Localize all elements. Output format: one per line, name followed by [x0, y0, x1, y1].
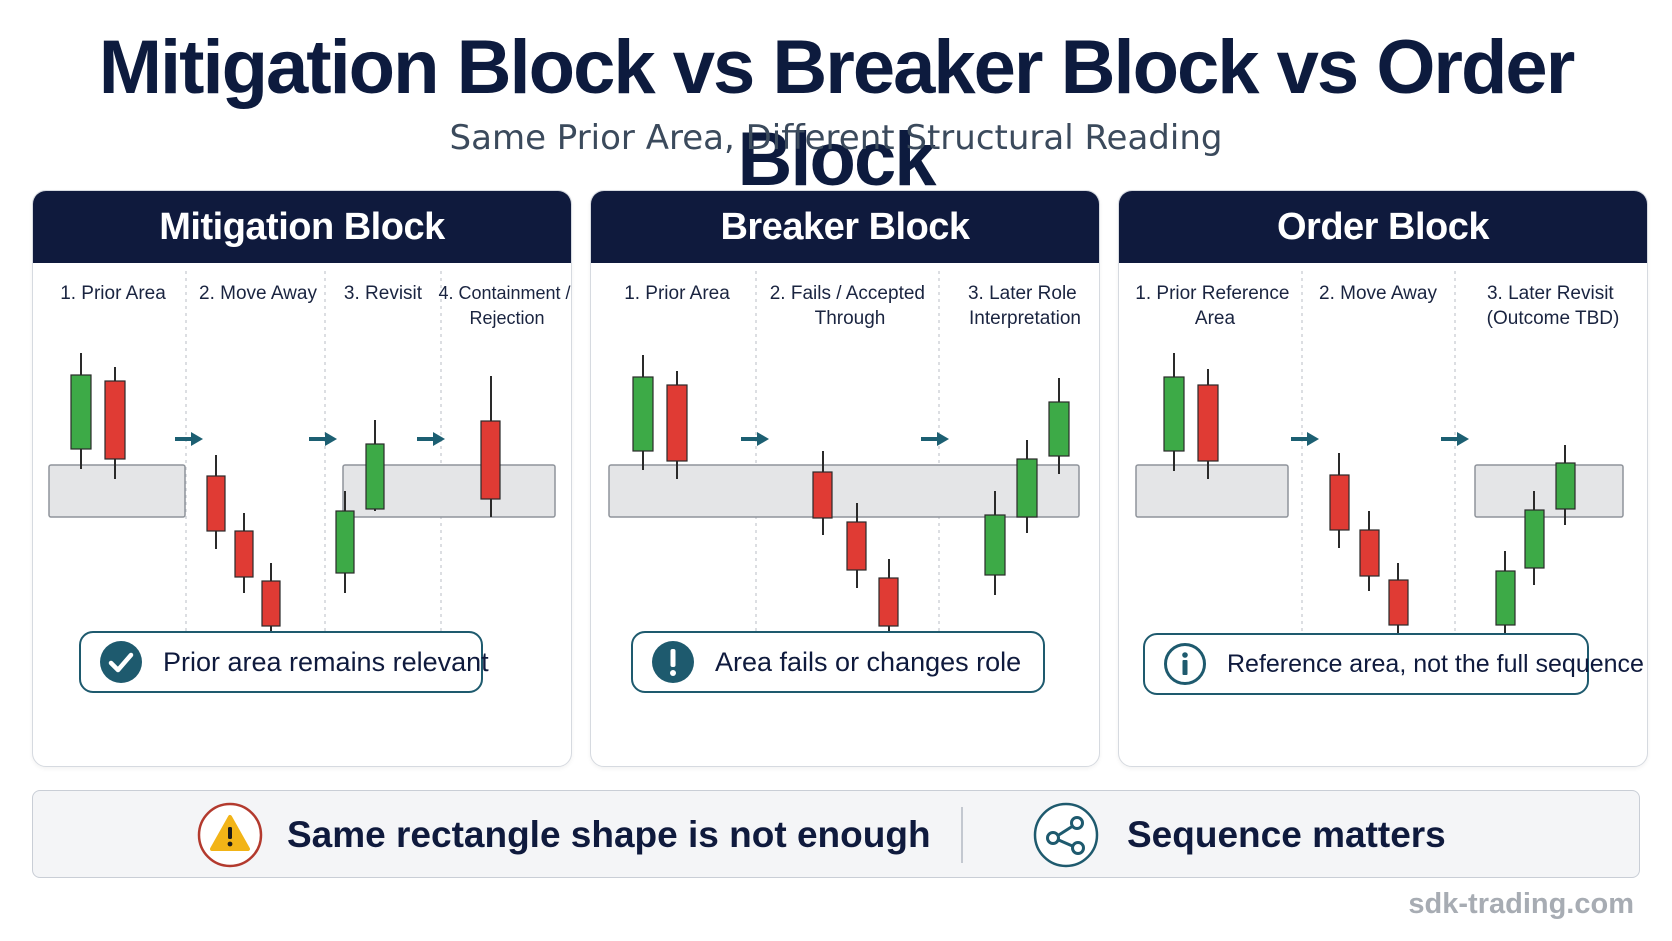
check-icon [100, 641, 142, 683]
candle-bullish [632, 355, 654, 470]
step-label: 3. Later Role Interpretation [968, 283, 1082, 329]
candle-bullish [1163, 353, 1185, 471]
flow-arrow [417, 432, 445, 446]
step-label-line: 2. Fails / Accepted [770, 283, 925, 304]
info-icon [1164, 643, 1206, 685]
step-label: 1. Prior Area [624, 283, 730, 304]
takeaway-text: Sequence matters [1127, 814, 1446, 855]
step-label-line: Through [815, 308, 886, 329]
candle-bullish [1524, 491, 1545, 585]
flow-arrow [309, 432, 337, 446]
candle-bearish [206, 455, 226, 549]
breaker-block-diagram: 1. Prior Area 2. Fails / Accepted Throug… [608, 271, 1082, 645]
step-label: 1. Prior Area [60, 283, 166, 304]
candle-bearish [812, 451, 833, 535]
step-label-line: Rejection [469, 308, 544, 328]
divider [961, 807, 963, 863]
share-nodes-icon [1033, 802, 1099, 868]
candle-bullish [1048, 378, 1070, 474]
candle-bearish [1359, 511, 1380, 591]
flow-arrow [921, 432, 949, 446]
takeaway-sequence: Sequence matters [1033, 791, 1446, 879]
candle-bearish [234, 513, 254, 593]
breaker-block-panel: Breaker Block 1. Prior Area 2. Fails / A… [590, 190, 1100, 767]
step-label-line: 3. Later Role [968, 283, 1077, 304]
step-label: 4. Containment / Rejection [438, 283, 571, 328]
flow-arrow [1441, 432, 1469, 446]
step-label: 2. Move Away [1319, 283, 1437, 304]
step-label: 2. Move Away [199, 283, 317, 304]
warning-icon [197, 802, 263, 868]
candle-bearish [666, 371, 688, 479]
mitigation-block-panel: Mitigation Block 1. Prior Area 2. Move A… [32, 190, 572, 767]
step-label-line: 3. Later Revisit [1487, 283, 1614, 304]
exclamation-icon [652, 641, 694, 683]
step-label-line: 1. Prior Reference [1135, 283, 1289, 304]
mitigation-callout: Prior area remains relevant [79, 631, 489, 693]
callout-text: Prior area remains relevant [163, 646, 489, 677]
order-block-callout: Reference area, not the full sequence [1143, 633, 1644, 695]
revisit-area-zone [1474, 464, 1624, 518]
step-label-line: 4. Containment / [438, 283, 570, 303]
callout-text: Reference area, not the full sequence [1227, 649, 1644, 678]
flow-arrow [741, 432, 769, 446]
candle-bearish [1197, 369, 1219, 479]
order-block-panel: Order Block 1. Prior Reference Area 2. M… [1118, 190, 1648, 767]
step-label-line: Area [1195, 308, 1236, 329]
revisit-area-zone [342, 464, 556, 518]
prior-area-zone [608, 464, 1080, 518]
prior-area-zone [1135, 464, 1289, 518]
flow-arrow [175, 432, 203, 446]
order-block-diagram: 1. Prior Reference Area 2. Move Away 3. … [1135, 271, 1624, 643]
page-title: Mitigation Block vs Breaker Block vs Ord… [98, 25, 1576, 202]
candle-bullish [1555, 445, 1576, 525]
candle-bearish [1388, 563, 1409, 642]
watermark: sdk-trading.com [1408, 888, 1634, 920]
candle-bearish [104, 367, 126, 479]
candle-bearish [1329, 453, 1350, 548]
mitigation-block-diagram: 1. Prior Area 2. Move Away 3. Revisit 4.… [48, 271, 571, 643]
key-takeaways-bar: Same rectangle shape is not enough Seque… [32, 790, 1640, 878]
step-label-line: (Outcome TBD) [1487, 308, 1620, 329]
takeaway-shape: Same rectangle shape is not enough [197, 791, 931, 879]
candle-bullish [1016, 440, 1038, 533]
page-subtitle: Same Prior Area, Different Structural Re… [449, 118, 1223, 158]
step-label: 2. Fails / Accepted Through [770, 283, 931, 329]
panel-title: Order Block [1119, 191, 1647, 263]
panel-title: Breaker Block [591, 191, 1099, 263]
callout-text: Area fails or changes role [715, 646, 1022, 677]
breaker-callout: Area fails or changes role [631, 631, 1045, 693]
candle-bearish [261, 563, 281, 643]
flow-arrow [1291, 432, 1319, 446]
step-label: 1. Prior Reference Area [1135, 283, 1294, 329]
candle-bullish [1495, 551, 1516, 643]
step-label: 3. Revisit [344, 283, 423, 304]
candle-bearish [878, 559, 899, 645]
takeaway-text: Same rectangle shape is not enough [287, 814, 931, 855]
step-label-line: Interpretation [969, 308, 1081, 329]
candle-bearish [480, 376, 501, 517]
candle-bullish [984, 491, 1006, 595]
prior-area-zone [48, 464, 186, 518]
candle-bullish [365, 420, 385, 511]
panel-title: Mitigation Block [33, 191, 571, 263]
candle-bullish [335, 491, 355, 593]
candle-bearish [846, 503, 867, 588]
step-label: 3. Later Revisit (Outcome TBD) [1487, 283, 1620, 329]
candle-bullish [70, 353, 92, 469]
